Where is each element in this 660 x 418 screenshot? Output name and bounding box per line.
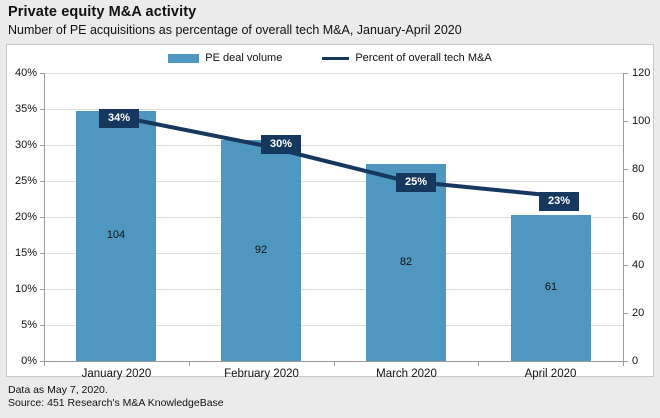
- y-axis-label-right: 60: [632, 211, 645, 223]
- y-axis-label-right: 80: [632, 163, 645, 175]
- gridline: [45, 73, 623, 74]
- legend-line-label: Percent of overall tech M&A: [355, 52, 492, 64]
- y-axis-tick-right: [624, 361, 628, 362]
- x-axis-label: April 2020: [524, 368, 577, 380]
- line-swatch-icon: [322, 56, 350, 60]
- x-axis-label: February 2020: [224, 368, 299, 380]
- y-axis-label-left: 15%: [14, 247, 37, 259]
- point-label: 23%: [539, 192, 579, 211]
- y-axis-label-left: 0%: [21, 355, 37, 367]
- y-axis-tick-left: [40, 253, 44, 254]
- y-axis-tick-right: [624, 265, 628, 266]
- x-axis-label: January 2020: [81, 368, 152, 380]
- x-axis-tick: [334, 361, 335, 366]
- x-axis-label: March 2020: [376, 368, 437, 380]
- bar-value-label: 82: [399, 256, 413, 268]
- bar-april-2020: [511, 215, 591, 361]
- page-title: Private equity M&A activity: [8, 4, 197, 20]
- data-as-of-note: Data as May 7, 2020.: [8, 384, 108, 396]
- gridline: [45, 325, 623, 326]
- chart-panel: PE deal volume Percent of overall tech M…: [6, 44, 654, 380]
- y-axis-tick-right: [624, 121, 628, 122]
- y-axis-label-left: 20%: [14, 211, 37, 223]
- y-axis-label-right: 40: [632, 259, 645, 271]
- gridline: [45, 217, 623, 218]
- page-subtitle: Number of PE acquisitions as percentage …: [8, 23, 462, 37]
- bar-february-2020: [221, 140, 301, 361]
- line-layer: 34% 30% 25% 23%: [7, 45, 653, 376]
- axis-labels-layer: 0% 5% 10% 15% 20% 25% 30% 35% 40% 0 20 40 60 80 100 120…: [7, 45, 653, 380]
- y-axis-tick-left: [40, 181, 44, 182]
- x-axis-tick: [478, 361, 479, 366]
- gridline: [45, 181, 623, 182]
- grid-layer: [7, 45, 653, 376]
- bar-january-2020: [76, 111, 156, 361]
- bar-march-2020: [366, 164, 446, 361]
- y-axis-line-right: [623, 73, 624, 362]
- y-axis-tick-left: [40, 361, 44, 362]
- y-axis-label-right: 0: [632, 355, 639, 367]
- legend-item-bar: PE deal volume: [168, 52, 282, 64]
- y-axis-label-left: 40%: [14, 67, 37, 79]
- gridline: [45, 253, 623, 254]
- bar-value-label: 92: [254, 244, 268, 256]
- y-axis-label-left: 25%: [14, 175, 37, 187]
- gridline: [45, 109, 623, 110]
- y-axis-tick-left: [40, 217, 44, 218]
- y-axis-line-left: [44, 73, 45, 362]
- bar-value-label: 104: [106, 229, 126, 241]
- bar-swatch-icon: [168, 53, 200, 63]
- y-axis-tick-left: [40, 73, 44, 74]
- y-axis-label-right: 20: [632, 307, 645, 319]
- legend-bar-label: PE deal volume: [205, 52, 283, 64]
- x-axis-tick: [44, 361, 45, 366]
- y-axis-label-left: 10%: [14, 283, 37, 295]
- y-axis-label-left: 35%: [14, 103, 37, 115]
- gridline: [45, 145, 623, 146]
- y-axis-tick-right: [624, 313, 628, 314]
- bars-layer: 104 92 82 61: [7, 45, 653, 376]
- trend-line: [116, 114, 551, 198]
- point-label: 25%: [396, 173, 436, 192]
- legend: PE deal volume Percent of overall tech M…: [7, 52, 653, 64]
- point-label: 34%: [99, 109, 139, 128]
- gridline: [45, 289, 623, 290]
- bar-value-label: 61: [544, 281, 558, 293]
- y-axis-label-right: 120: [632, 67, 651, 79]
- y-axis-tick-left: [40, 109, 44, 110]
- y-axis-label-right: 100: [632, 115, 651, 127]
- x-axis-tick: [189, 361, 190, 366]
- y-axis-tick-left: [40, 145, 44, 146]
- y-axis-label-left: 5%: [21, 319, 37, 331]
- y-axis-tick-right: [624, 217, 628, 218]
- point-label: 30%: [261, 135, 301, 154]
- x-axis-tick: [623, 361, 624, 366]
- legend-item-line: Percent of overall tech M&A: [322, 52, 492, 64]
- y-axis-tick-right: [624, 169, 628, 170]
- y-axis-tick-left: [40, 289, 44, 290]
- y-axis-tick-right: [624, 73, 628, 74]
- source-note: Source: 451 Research's M&A KnowledgeBase: [8, 397, 224, 409]
- y-axis-label-left: 30%: [14, 139, 37, 151]
- y-axis-tick-left: [40, 325, 44, 326]
